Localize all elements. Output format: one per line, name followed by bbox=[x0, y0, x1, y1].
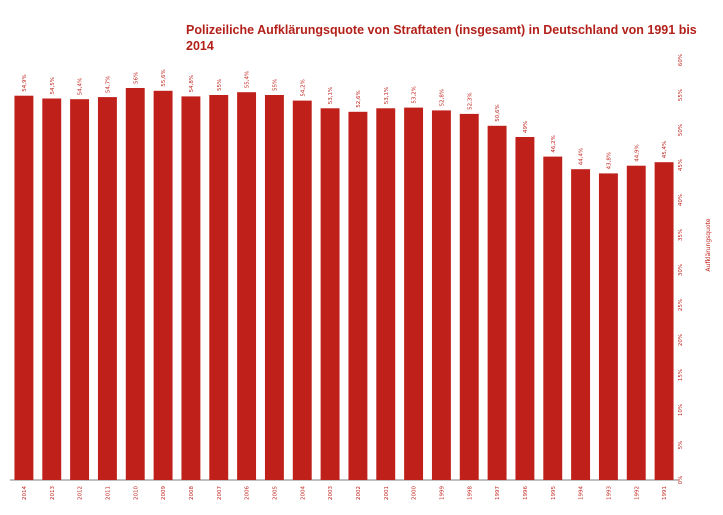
y-tick-label: 55% bbox=[678, 89, 684, 101]
x-tick-label: 2014 bbox=[22, 486, 28, 500]
data-label: 53,1% bbox=[384, 87, 390, 104]
x-tick-label: 2001 bbox=[384, 486, 390, 500]
bar[interactable] bbox=[515, 137, 535, 480]
bar[interactable] bbox=[654, 162, 674, 480]
bar[interactable] bbox=[125, 88, 145, 480]
x-tick-label: 2012 bbox=[78, 486, 84, 500]
bar[interactable] bbox=[209, 95, 229, 480]
x-tick-label: 1995 bbox=[551, 486, 557, 500]
data-label: 44,9% bbox=[634, 144, 640, 161]
x-tick-label: 1999 bbox=[439, 486, 445, 500]
data-label: 54,9% bbox=[22, 74, 28, 91]
data-label: 49% bbox=[523, 121, 529, 133]
x-tick-label: 2005 bbox=[272, 486, 278, 500]
x-tick-label: 1991 bbox=[662, 486, 668, 500]
data-label: 44,4% bbox=[579, 148, 585, 165]
y-tick-label: 20% bbox=[678, 334, 684, 346]
data-label: 54,7% bbox=[105, 76, 111, 93]
bar[interactable] bbox=[264, 95, 284, 480]
x-tick-label: 2006 bbox=[245, 486, 251, 500]
x-tick-label: 1994 bbox=[579, 486, 585, 500]
bar[interactable] bbox=[14, 95, 34, 480]
y-tick-label: 45% bbox=[678, 159, 684, 171]
y-tick-label: 60% bbox=[678, 54, 684, 66]
bar[interactable] bbox=[571, 169, 591, 480]
y-tick-label: 0% bbox=[678, 476, 684, 485]
x-tick-label: 2003 bbox=[328, 486, 334, 500]
x-tick-label: 1997 bbox=[495, 486, 501, 500]
x-tick-label: 1992 bbox=[634, 486, 640, 500]
data-label: 45,4% bbox=[662, 141, 668, 158]
bar[interactable] bbox=[70, 99, 90, 480]
bar[interactable] bbox=[626, 165, 646, 480]
data-label: 55,4% bbox=[245, 71, 251, 88]
x-tick-label: 2008 bbox=[189, 486, 195, 500]
data-label: 53,1% bbox=[328, 87, 334, 104]
y-tick-label: 10% bbox=[678, 404, 684, 416]
bar[interactable] bbox=[459, 113, 479, 481]
data-label: 56% bbox=[133, 72, 139, 84]
data-label: 54,4% bbox=[78, 78, 84, 95]
data-label: 52,3% bbox=[467, 92, 473, 109]
x-tick-label: 2002 bbox=[356, 486, 362, 500]
x-tick-label: 2013 bbox=[50, 486, 56, 500]
data-label: 50,6% bbox=[495, 104, 501, 121]
x-tick-label: 1998 bbox=[467, 486, 473, 500]
bar[interactable] bbox=[292, 100, 312, 480]
data-label: 52,6% bbox=[356, 90, 362, 107]
data-label: 53,2% bbox=[412, 86, 418, 103]
y-tick-label: 40% bbox=[678, 194, 684, 206]
chart-title: Polizeiliche Aufklärungsquote von Straft… bbox=[186, 23, 697, 53]
data-label: 55,6% bbox=[161, 69, 167, 86]
bar[interactable] bbox=[348, 111, 368, 481]
data-label: 54,5% bbox=[50, 77, 56, 94]
x-tick-label: 2010 bbox=[133, 486, 139, 500]
bar[interactable] bbox=[320, 108, 340, 481]
bar[interactable] bbox=[431, 110, 451, 481]
data-label: 46,2% bbox=[551, 135, 557, 152]
bar[interactable] bbox=[42, 98, 62, 481]
bar[interactable] bbox=[97, 97, 117, 480]
y-tick-label: 5% bbox=[678, 441, 684, 450]
bar[interactable] bbox=[598, 173, 618, 480]
bar[interactable] bbox=[404, 107, 424, 480]
data-label: 55% bbox=[217, 79, 223, 91]
bar[interactable] bbox=[237, 92, 257, 480]
x-tick-label: 2007 bbox=[217, 486, 223, 500]
y-tick-label: 30% bbox=[678, 264, 684, 276]
x-tick-label: 2004 bbox=[300, 486, 306, 500]
bar[interactable] bbox=[153, 90, 173, 481]
x-tick-label: 1993 bbox=[606, 486, 612, 500]
x-tick-label: 2000 bbox=[412, 486, 418, 500]
data-label: 55% bbox=[272, 79, 278, 91]
data-label: 52,8% bbox=[439, 89, 445, 106]
y-tick-label: 15% bbox=[678, 369, 684, 381]
y-tick-label: 35% bbox=[678, 229, 684, 241]
bar[interactable] bbox=[376, 108, 396, 481]
y-axis-label: Aufklärungsquote bbox=[705, 218, 712, 271]
data-label: 43,8% bbox=[606, 152, 612, 169]
bar[interactable] bbox=[487, 125, 507, 481]
bar[interactable] bbox=[181, 96, 201, 481]
y-tick-label: 25% bbox=[678, 299, 684, 311]
x-tick-label: 2011 bbox=[105, 486, 111, 500]
data-label: 54,8% bbox=[189, 75, 195, 92]
bar[interactable] bbox=[543, 156, 563, 480]
data-label: 54,2% bbox=[300, 79, 306, 96]
y-tick-label: 50% bbox=[678, 124, 684, 136]
x-tick-label: 2009 bbox=[161, 486, 167, 500]
x-tick-label: 1996 bbox=[523, 486, 529, 500]
